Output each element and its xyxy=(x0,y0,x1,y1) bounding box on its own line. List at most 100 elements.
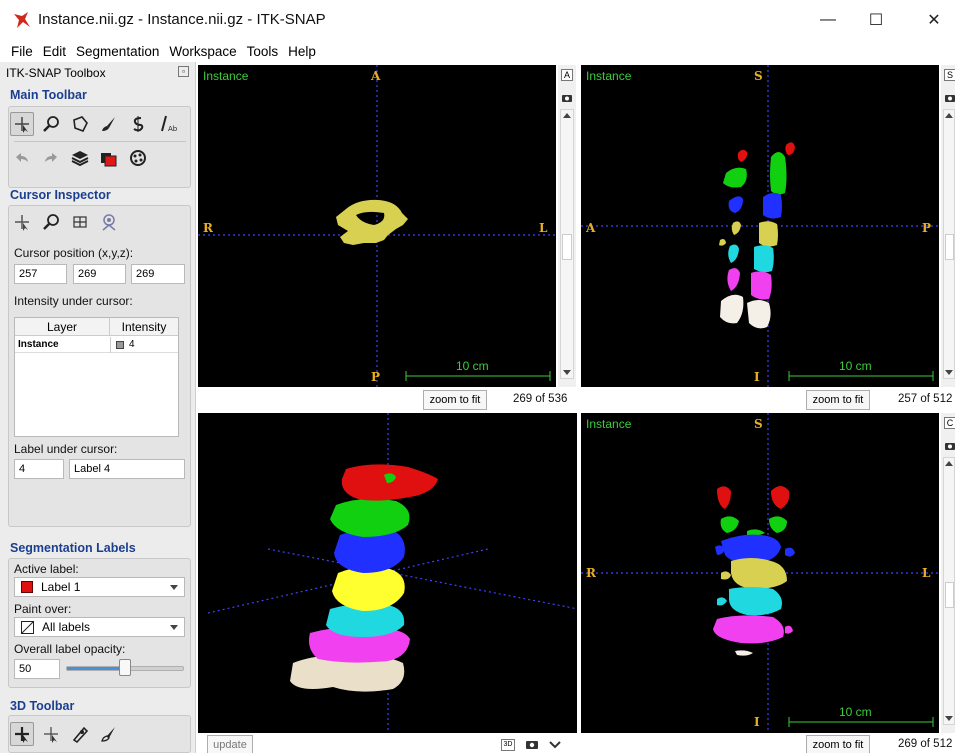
label-editor-icon[interactable] xyxy=(97,146,121,170)
minimize-button[interactable]: — xyxy=(820,11,836,28)
axial-side-strip: A xyxy=(558,65,576,387)
3d-view[interactable] xyxy=(198,413,577,733)
snake-tool-icon[interactable] xyxy=(126,112,150,136)
paintbrush-tool-icon[interactable] xyxy=(97,112,121,136)
axial-layer-name: Instance xyxy=(203,69,249,83)
coronal-ori-bottom: I xyxy=(754,715,760,729)
sagittal-canvas xyxy=(581,65,939,387)
coronal-ori-top: S xyxy=(754,417,763,431)
update-button[interactable]: update xyxy=(207,735,253,753)
label-color-swatch xyxy=(21,581,33,593)
sagittal-layer-name: Instance xyxy=(586,69,632,83)
menu-file[interactable]: File xyxy=(11,43,33,59)
grid-tab-icon[interactable] xyxy=(68,210,92,234)
main-toolbar-row2 xyxy=(10,146,155,170)
zoom-tool-icon[interactable] xyxy=(39,112,63,136)
3d-spraypaint-icon[interactable] xyxy=(97,722,121,746)
window-title: Instance.nii.gz - Instance.nii.gz - ITK-… xyxy=(38,11,326,28)
3d-layout-badge[interactable]: 3D xyxy=(501,739,515,751)
3d-scalpel-icon[interactable] xyxy=(68,722,92,746)
cursor-y-field[interactable]: 269 xyxy=(73,264,126,284)
coronal-view[interactable]: Instance S I R L 10 cm xyxy=(581,413,939,733)
close-button[interactable]: ✕ xyxy=(927,12,941,29)
axial-ori-right: L xyxy=(539,221,548,235)
opacity-slider-handle[interactable] xyxy=(119,659,131,676)
crosshair-tab-icon[interactable] xyxy=(10,210,34,234)
layers-icon[interactable] xyxy=(68,146,92,170)
sagittal-side-strip: S xyxy=(941,65,955,387)
axial-ori-left: R xyxy=(203,221,213,235)
3d-canvas xyxy=(207,413,577,733)
scroll-up-icon xyxy=(945,113,953,118)
menu-tools[interactable]: Tools xyxy=(246,43,279,59)
crosshair-tool-icon[interactable] xyxy=(10,112,34,136)
coronal-layout-badge[interactable]: C xyxy=(944,417,955,429)
3d-crosshair-icon[interactable] xyxy=(10,722,34,746)
axial-layout-badge[interactable]: A xyxy=(561,69,573,81)
toolbox-panel: ITK-SNAP Toolbox ▫ Main Toolbar Ab xyxy=(0,62,196,753)
maximize-button[interactable]: ☐ xyxy=(868,12,884,29)
active-label-value: Label 1 xyxy=(41,580,81,594)
undock-icon[interactable]: ▫ xyxy=(178,66,189,77)
axial-scale-label: 10 cm xyxy=(456,359,489,373)
main-toolbar-panel xyxy=(8,106,191,188)
camera-icon[interactable] xyxy=(525,739,539,750)
coronal-scale-label: 10 cm xyxy=(839,705,872,719)
palette-icon[interactable] xyxy=(126,146,150,170)
coronal-side-strip: C xyxy=(941,413,955,733)
sagittal-scale-label: 10 cm xyxy=(839,359,872,373)
3d-toolbar-row xyxy=(10,722,126,746)
camera-icon[interactable] xyxy=(561,93,573,103)
axial-ori-bottom: P xyxy=(371,370,381,384)
sync-tab-icon[interactable] xyxy=(97,210,121,234)
undo-icon[interactable] xyxy=(10,146,34,170)
scroll-up-icon xyxy=(945,461,953,466)
menu-edit[interactable]: Edit xyxy=(42,43,67,59)
3d-rotate-icon[interactable] xyxy=(39,722,63,746)
label-id-field[interactable]: 4 xyxy=(14,459,64,479)
cursor-z-field[interactable]: 269 xyxy=(131,264,185,284)
axial-slice-scrollbar[interactable] xyxy=(560,109,574,379)
opacity-label: Overall label opacity: xyxy=(14,642,126,656)
sagittal-ori-right: P xyxy=(922,221,932,235)
axial-view[interactable]: Instance A P R L 10 cm xyxy=(198,65,556,387)
no-mask-icon xyxy=(21,620,34,634)
opacity-field[interactable]: 50 xyxy=(14,659,60,679)
scroll-down-icon xyxy=(563,370,571,375)
sagittal-ori-left: A xyxy=(586,221,596,235)
paint-over-select[interactable]: All labels xyxy=(14,617,185,637)
row-layer: Instance xyxy=(18,339,59,350)
paint-over-label: Paint over: xyxy=(14,602,72,616)
annotation-tool-icon[interactable]: Ab xyxy=(155,112,179,136)
coronal-ori-right: L xyxy=(922,566,931,580)
menu-help[interactable]: Help xyxy=(288,43,316,59)
active-label-select[interactable]: Label 1 xyxy=(14,577,185,597)
main-toolbar-title: Main Toolbar xyxy=(10,88,87,102)
cursor-position-label: Cursor position (x,y,z): xyxy=(14,246,134,260)
redo-icon[interactable] xyxy=(39,146,63,170)
label-name-field[interactable]: Label 4 xyxy=(69,459,185,479)
cursor-x-field[interactable]: 257 xyxy=(14,264,67,284)
polygon-tool-icon[interactable] xyxy=(68,112,92,136)
table-row[interactable] xyxy=(15,337,178,353)
axial-zoom-to-fit-button[interactable]: zoom to fit xyxy=(423,390,487,410)
sagittal-view[interactable]: Instance S I A P 10 cm xyxy=(581,65,939,387)
title-bar: Instance.nii.gz - Instance.nii.gz - ITK-… xyxy=(0,0,955,40)
inspector-tabs xyxy=(10,210,126,234)
main-toolbar-row1: Ab xyxy=(10,112,184,136)
scroll-up-icon xyxy=(563,113,571,118)
coronal-zoom-to-fit-button[interactable]: zoom to fit xyxy=(806,735,870,753)
intensity-swatch-icon xyxy=(116,341,124,349)
zoom-tab-icon[interactable] xyxy=(39,210,63,234)
menu-workspace[interactable]: Workspace xyxy=(169,43,237,59)
coronal-slice-indicator: 269 of 512 xyxy=(898,738,953,750)
chevron-down-icon[interactable] xyxy=(549,740,561,749)
sagittal-layout-badge[interactable]: S xyxy=(944,69,955,81)
coronal-slice-scrollbar[interactable] xyxy=(943,457,955,725)
camera-icon[interactable] xyxy=(944,93,955,103)
sagittal-zoom-to-fit-button[interactable]: zoom to fit xyxy=(806,390,870,410)
camera-icon[interactable] xyxy=(944,441,955,451)
menu-segmentation[interactable]: Segmentation xyxy=(76,43,160,59)
sagittal-slice-scrollbar[interactable] xyxy=(943,109,955,379)
